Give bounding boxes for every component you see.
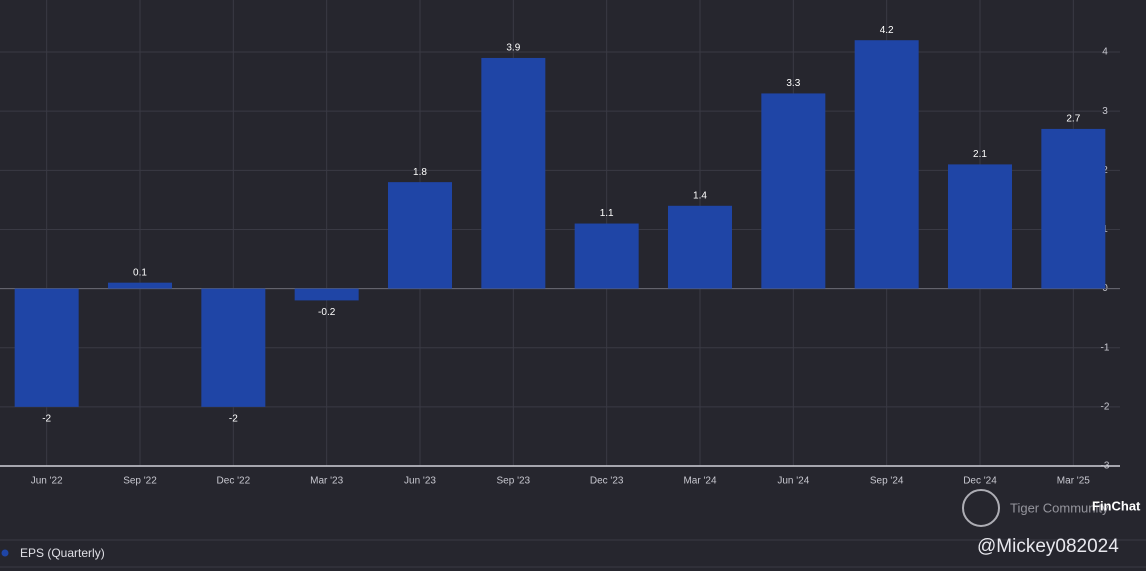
x-tick-label: Jun '24 [777,476,809,487]
y-tick-label: -1 [1101,342,1110,353]
value-label: 3.9 [506,43,520,54]
bar [108,282,172,289]
x-tick-label: Sep '23 [497,476,531,487]
watermark: Tiger Community [1010,500,1109,515]
x-tick-label: Dec '24 [963,476,997,487]
bar [388,182,452,289]
value-label: 2.7 [1066,114,1080,125]
x-tick-label: Dec '22 [217,476,251,487]
x-tick-label: Mar '25 [1057,476,1090,487]
value-label: 0.1 [133,267,147,278]
x-tick-label: Jun '22 [31,476,63,487]
legend-swatch [1,549,9,557]
x-tick-label: Dec '23 [590,476,624,487]
value-label: -2 [42,414,51,425]
legend-label: EPS (Quarterly) [20,546,105,560]
value-label: 1.1 [600,208,614,219]
bar [201,288,266,407]
bar [574,223,639,289]
bar [854,40,919,289]
value-label: 1.4 [693,190,707,201]
bar [481,57,546,289]
x-tick-label: Sep '24 [870,476,904,487]
x-tick-label: Jun '23 [404,476,436,487]
value-label: 2.1 [973,149,987,160]
bar [761,93,826,289]
y-tick-label: -2 [1101,402,1110,413]
watermark: @Mickey082024 [977,536,1119,557]
watermark: FinChat [1092,498,1141,513]
value-label: 3.3 [786,78,800,89]
value-label: -2 [229,414,238,425]
value-label: 4.2 [880,25,894,36]
bar [948,164,1012,289]
x-tick-label: Mar '23 [310,476,343,487]
bar [1041,128,1106,289]
bar [294,288,359,301]
watermark-logo [962,489,1000,527]
bar [14,288,79,407]
value-label: -0.2 [318,307,336,318]
x-tick-label: Mar '24 [683,476,716,487]
y-tick-label: 4 [1102,47,1108,58]
value-label: 1.8 [413,167,427,178]
x-tick-label: Sep '22 [123,476,157,487]
y-tick-label: 3 [1102,106,1108,117]
bar [668,205,732,289]
